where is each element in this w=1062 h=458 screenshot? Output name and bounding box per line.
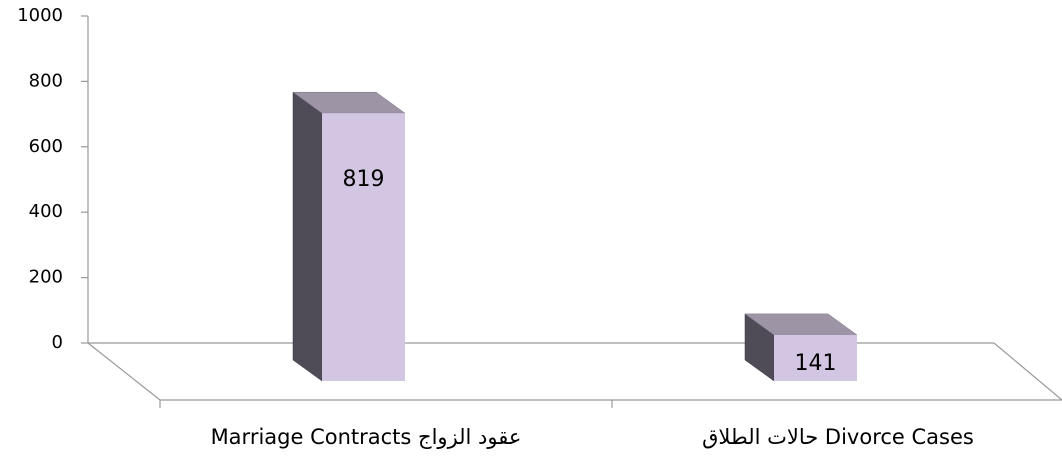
- x-tick-label: حالات الطلاق Divorce Cases: [702, 425, 974, 449]
- y-tick-label: 400: [29, 201, 63, 222]
- y-tick-label: 200: [29, 267, 63, 288]
- floor: [87, 342, 1062, 401]
- bar-side: [292, 91, 323, 382]
- y-tick-label: 0: [52, 332, 63, 353]
- data-label: 141: [795, 351, 837, 376]
- y-tick-label: 1000: [17, 5, 63, 26]
- bar: [322, 113, 405, 381]
- bar: [774, 334, 857, 381]
- y-tick-label: 600: [29, 136, 63, 157]
- data-label: 819: [343, 167, 385, 192]
- y-tick-label: 800: [29, 70, 63, 91]
- x-tick-label: Marriage Contracts عقود الزواج: [211, 425, 522, 450]
